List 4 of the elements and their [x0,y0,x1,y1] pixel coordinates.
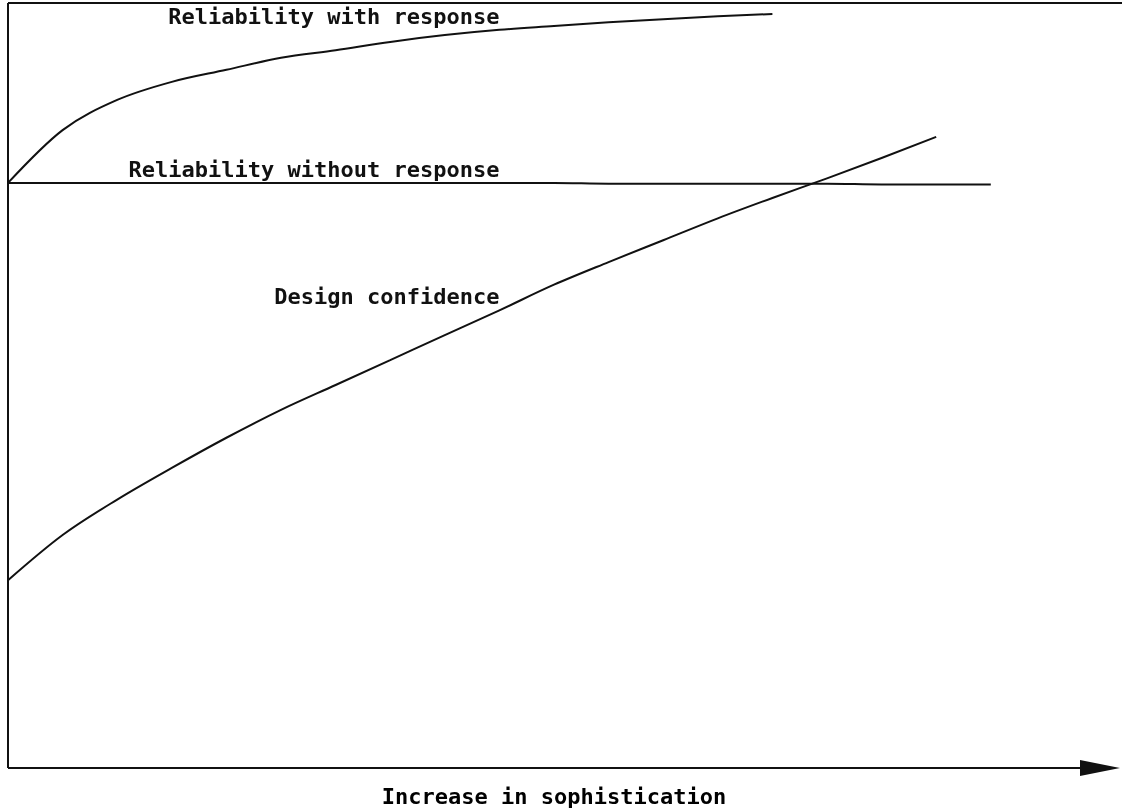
series-label: Reliability with response [168,3,500,29]
series-label: Design confidence [274,284,500,310]
x-axis-title: Increase in sophistication [381,784,727,809]
series-label: Reliability without response [128,156,500,182]
